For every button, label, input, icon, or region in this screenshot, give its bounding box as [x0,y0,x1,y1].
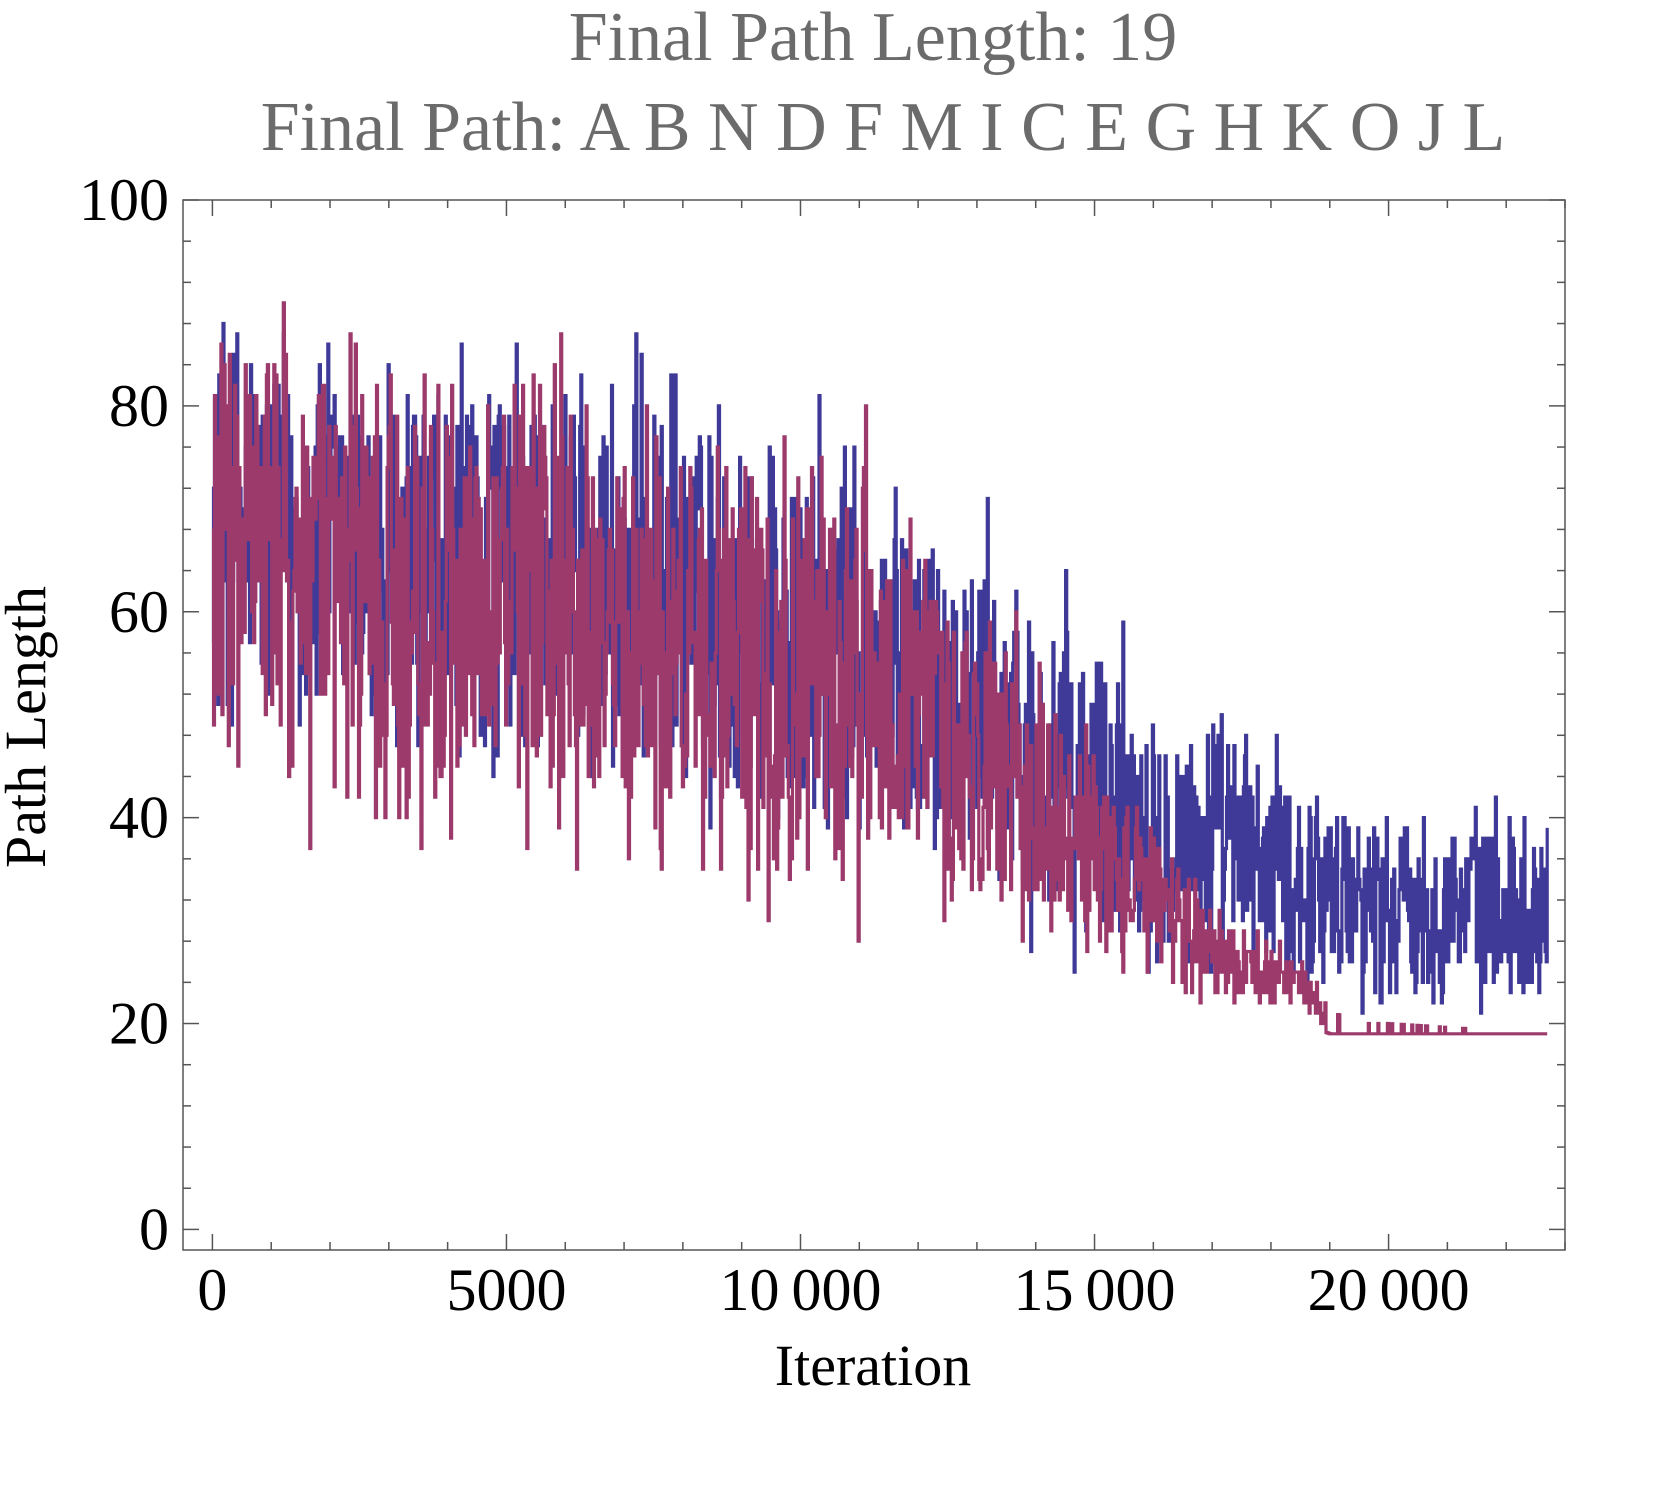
chart-title: Final Path Length: 19 [569,0,1178,76]
series-layer [211,301,1549,1036]
y-tick-label: 0 [139,1196,169,1262]
x-axis: 0 5000 10 000 15 000 20 000 [197,200,1566,1323]
series-line-best [211,301,1548,1036]
x-tick-label: 20 000 [1308,1257,1470,1323]
chart-subtitle: Final Path: A B N D F M I C E G H K O J … [261,89,1506,166]
y-axis: 0 20 40 60 80 100 [79,167,1565,1262]
y-tick-label: 60 [109,579,169,645]
y-tick-label: 100 [79,167,169,233]
x-tick-label: 0 [197,1257,227,1323]
x-tick-label: 5000 [446,1257,566,1323]
y-tick-label: 20 [109,991,169,1057]
y-tick-label: 40 [109,785,169,851]
x-axis-label: Iteration [775,1333,971,1398]
y-axis-label: Path Length [0,586,58,868]
plot-frame [182,199,1566,1251]
x-tick-label: 10 000 [719,1257,881,1323]
y-tick-label: 80 [109,373,169,439]
series-line-current [211,321,1549,1015]
x-tick-label: 15 000 [1014,1257,1176,1323]
